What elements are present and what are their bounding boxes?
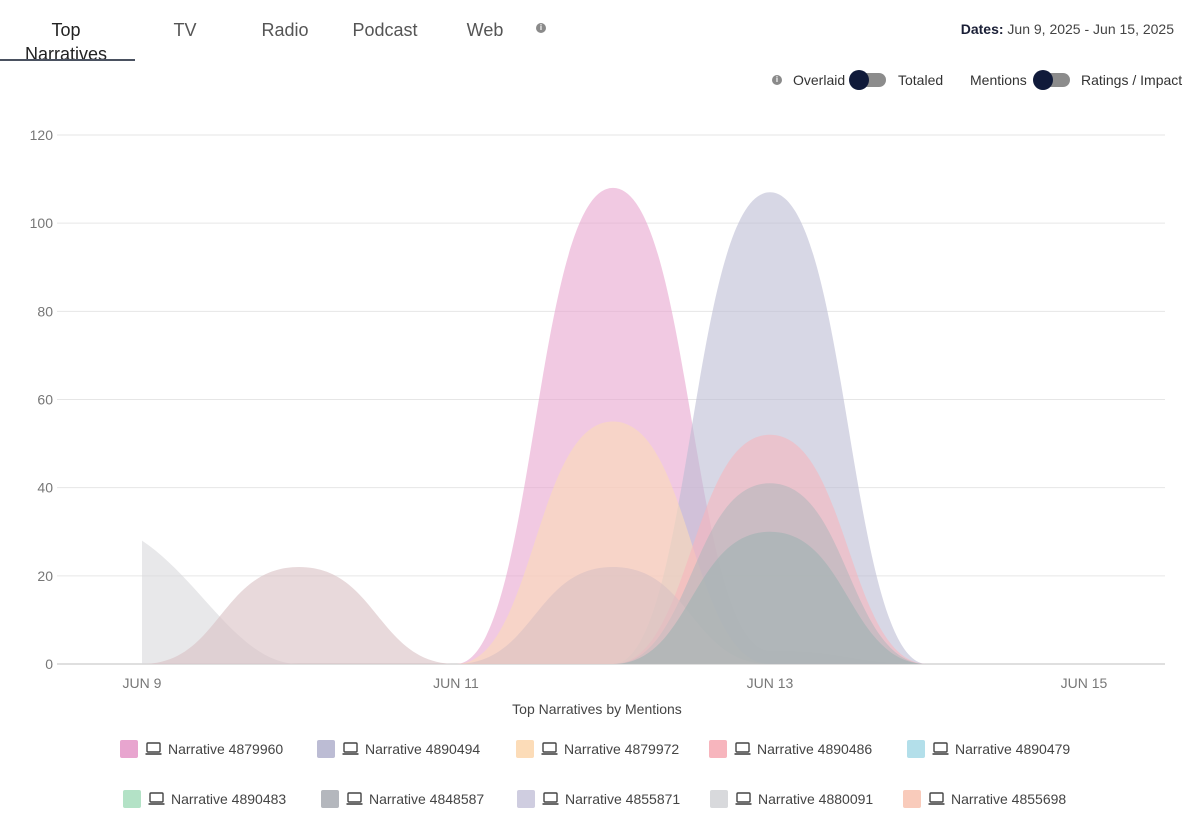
y-tick-label: 100 <box>30 215 54 231</box>
source-tabs: Top Narratives TV Radio Podcast Web i <box>0 0 600 64</box>
legend-swatch <box>517 790 535 808</box>
overlaid-totaled-toggle[interactable] <box>849 70 886 90</box>
tv-icon <box>342 742 359 755</box>
date-range-value: Jun 9, 2025 - Jun 15, 2025 <box>1007 21 1174 37</box>
mentions-ratings-toggle[interactable] <box>1033 70 1070 90</box>
legend-label: Narrative 4890479 <box>955 741 1071 757</box>
x-tick-label: JUN 9 <box>123 675 162 691</box>
legend-item[interactable]: Narrative 4890483 <box>123 789 323 809</box>
legend-label: Narrative 4855698 <box>951 791 1067 807</box>
display-toggles: i Overlaid Totaled Mentions Ratings / Im… <box>760 70 1183 90</box>
tab-radio[interactable]: Radio <box>261 20 309 40</box>
legend-item[interactable]: Narrative 4890494 <box>317 739 517 759</box>
legend-label: Narrative 4855871 <box>565 791 681 807</box>
chart-areas <box>142 187 927 664</box>
tv-icon <box>734 742 751 755</box>
x-tick-label: JUN 11 <box>433 675 479 691</box>
legend-item[interactable]: Narrative 4855871 <box>517 789 717 809</box>
overlaid-label: Overlaid <box>793 72 846 88</box>
tab-podcast[interactable]: Podcast <box>352 20 418 40</box>
legend-label: Narrative 4879972 <box>564 741 680 757</box>
legend-label: Narrative 4890494 <box>365 741 481 757</box>
y-tick-label: 40 <box>37 480 53 496</box>
legend-item[interactable]: Narrative 4879960 <box>120 739 320 759</box>
legend-label: Narrative 4890486 <box>757 741 873 757</box>
mentions-label: Mentions <box>970 72 1027 88</box>
tv-icon <box>932 742 949 755</box>
legend-swatch <box>120 740 138 758</box>
info-icon[interactable]: i <box>772 75 782 85</box>
tv-icon <box>928 792 945 805</box>
info-icon[interactable]: i <box>536 23 546 33</box>
tab-web[interactable]: Web <box>466 20 504 40</box>
tv-icon <box>148 792 165 805</box>
legend-swatch <box>907 740 925 758</box>
toggle-knob <box>849 70 869 90</box>
legend-item[interactable]: Narrative 4879972 <box>516 739 716 759</box>
legend-swatch <box>317 740 335 758</box>
date-range: Dates: Jun 9, 2025 - Jun 15, 2025 <box>961 21 1174 37</box>
legend-swatch <box>710 790 728 808</box>
tab-tv[interactable]: TV <box>173 20 197 40</box>
toggle-knob <box>1033 70 1053 90</box>
legend-label: Narrative 4879960 <box>168 741 284 757</box>
legend-item[interactable]: Narrative 4890486 <box>709 739 909 759</box>
tv-icon <box>735 792 752 805</box>
narratives-area-chart: 0 20 40 60 80 100 120 JUN 9 JUN 11 JUN 13 JUN 15 T… <box>30 127 1165 717</box>
legend-swatch <box>123 790 141 808</box>
tab-top-narratives[interactable]: Top Narratives <box>24 20 108 64</box>
tv-icon <box>145 742 162 755</box>
y-tick-label: 0 <box>45 656 53 672</box>
y-tick-label: 60 <box>37 392 53 408</box>
legend-label: Narrative 4848587 <box>369 791 485 807</box>
ratings-impact-label: Ratings / Impact <box>1081 72 1183 88</box>
area-series[interactable] <box>142 567 770 664</box>
tv-icon <box>541 742 558 755</box>
legend-item[interactable]: Narrative 4855698 <box>903 789 1103 809</box>
legend-item[interactable]: Narrative 4890479 <box>907 739 1107 759</box>
date-range-label: Dates: <box>960 21 1004 37</box>
x-tick-label: JUN 15 <box>1061 675 1108 691</box>
legend-swatch <box>709 740 727 758</box>
legend-item[interactable]: Narrative 4880091 <box>710 789 910 809</box>
legend-swatch <box>903 790 921 808</box>
y-tick-label: 120 <box>30 127 54 143</box>
legend-swatch <box>321 790 339 808</box>
x-tick-label: JUN 13 <box>747 675 794 691</box>
active-tab-underline <box>0 59 135 61</box>
y-tick-label: 80 <box>37 303 53 319</box>
totaled-label: Totaled <box>898 72 944 88</box>
area-series[interactable] <box>142 540 299 664</box>
legend-swatch <box>516 740 534 758</box>
y-tick-label: 20 <box>37 568 53 584</box>
legend-label: Narrative 4880091 <box>758 791 874 807</box>
area-series[interactable] <box>613 531 927 664</box>
tv-icon <box>346 792 363 805</box>
legend-label: Narrative 4890483 <box>171 791 287 807</box>
chart-axes: 0 20 40 60 80 100 120 JUN 9 JUN 11 JUN 13 JUN 15 <box>30 127 1108 691</box>
legend-item[interactable]: Narrative 4848587 <box>321 789 521 809</box>
tv-icon <box>542 792 559 805</box>
x-axis-title: Top Narratives by Mentions <box>512 701 682 717</box>
